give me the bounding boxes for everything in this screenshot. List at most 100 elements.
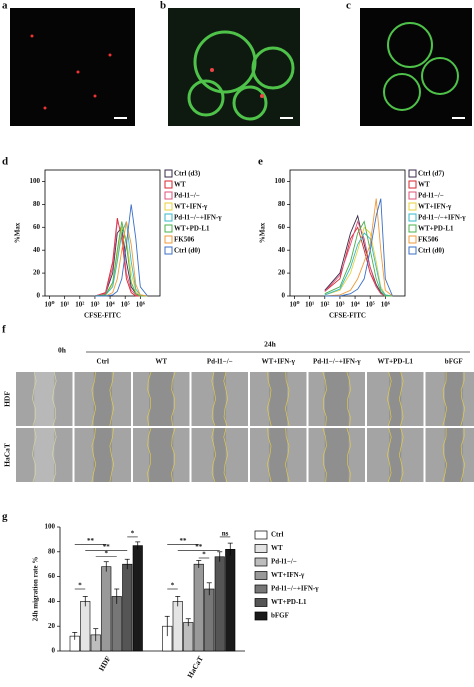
wound-edge [32, 427, 37, 483]
histogram-line [324, 226, 393, 297]
y-tick-label: 80 [48, 547, 56, 555]
column-label: Pd-l1−/−+IFN-γ [313, 358, 361, 366]
legend-swatch [408, 202, 417, 211]
plot-frame [44, 169, 161, 297]
significance-label: ** [180, 537, 188, 545]
legend-swatch [254, 530, 268, 540]
legend-label: Ctrl (d0) [174, 247, 201, 255]
legend-label: Pd-l1−/− [418, 192, 444, 200]
legend-swatch [164, 169, 173, 178]
panel-label: f [2, 324, 6, 336]
wound-edge [52, 371, 57, 427]
wound-gap [324, 428, 349, 482]
legend-label: WT+IFN-γ [174, 203, 208, 211]
y-tick-label: 80 [278, 200, 286, 208]
histogram-line [94, 221, 148, 297]
wound-gap [34, 428, 55, 482]
wound-gap [213, 372, 226, 426]
legend-swatch [164, 213, 173, 222]
error-bar [185, 618, 191, 627]
cell [421, 57, 459, 95]
wound-edge [386, 371, 392, 427]
x-tick-label: HaCaT [185, 654, 205, 679]
cell [387, 22, 433, 68]
wound-edge [266, 371, 272, 427]
scale-bar [280, 117, 293, 119]
histogram-line [94, 204, 148, 297]
legend-label: Pd-l1−/−+IFN-γ [271, 585, 319, 593]
cell [383, 73, 421, 111]
significance-label: ** [87, 537, 95, 545]
y-tick-label: 40 [278, 246, 286, 254]
bar [225, 549, 236, 652]
bar [111, 596, 122, 652]
wound-edge [211, 427, 216, 483]
time-label: 24h [264, 340, 277, 349]
column-label: WT+IFN-γ [262, 358, 296, 366]
wound-edge [442, 427, 447, 483]
wound-gap [93, 372, 112, 426]
wound-edge [32, 371, 37, 427]
histogram-line [324, 198, 393, 297]
legend-label: WT+PD-L1 [174, 225, 210, 233]
y-tick-label: 20 [33, 269, 41, 277]
wound-gap [269, 428, 288, 482]
y-tick-label: 100 [275, 177, 286, 185]
legend-swatch [408, 224, 417, 233]
histogram-line [324, 220, 393, 297]
panel-label: d [2, 156, 8, 168]
error-bar [72, 632, 78, 640]
wound-edge [211, 371, 216, 427]
x-tick-label: 10⁴ [351, 301, 361, 309]
column-label: Pd-l1−/− [207, 358, 233, 366]
legend-label: bFGF [271, 612, 289, 620]
legend-swatch [164, 202, 173, 211]
dot [260, 94, 264, 98]
plot-frame [289, 169, 406, 297]
y-tick-label: 100 [30, 177, 41, 185]
error-bar [227, 542, 233, 556]
wound-edge [398, 427, 404, 483]
legend-swatch [408, 246, 417, 255]
wound-edge [346, 371, 351, 427]
wound-gap [269, 372, 288, 426]
wound-edge [223, 371, 228, 427]
wound-gap [444, 372, 463, 426]
micrographs [10, 8, 472, 126]
y-tick-label: 0 [282, 292, 286, 300]
x-tick-label: 10³ [335, 301, 344, 309]
significance-label: * [131, 530, 135, 538]
bar [80, 601, 91, 652]
significance-label: * [202, 551, 206, 559]
legend-swatch [254, 584, 268, 594]
y-tick-label: 0 [52, 647, 56, 655]
error-bar [114, 588, 120, 604]
legend-label: FK506 [418, 236, 439, 244]
wound-edge [223, 427, 228, 483]
y-tick-label: 80 [33, 200, 41, 208]
scale-bar [114, 117, 127, 119]
y-axis-label: %Max [259, 222, 267, 243]
legend-label: Pd-l1−/−+IFN-γ [174, 214, 222, 222]
dot [93, 94, 97, 98]
wound-edge [171, 427, 176, 483]
error-bar [103, 561, 109, 572]
wound-edge [147, 371, 152, 427]
error-bar [124, 558, 130, 570]
wound-gap [389, 428, 402, 482]
y-tick-label: 60 [278, 223, 286, 231]
legend-swatch [408, 235, 417, 244]
wound-gap [149, 372, 174, 426]
wound-edge [91, 371, 97, 427]
x-tick-label: 10¹ [60, 301, 69, 309]
y-axis-label: 24h migration rate % [32, 557, 40, 622]
wound-edge [460, 371, 465, 427]
legend-swatch [164, 246, 173, 255]
error-bar [82, 596, 88, 607]
wound-gap [213, 428, 226, 482]
legend-label: WT+IFN-γ [418, 203, 452, 211]
dot [43, 106, 47, 110]
wound-edge [442, 371, 447, 427]
panel-label: e [258, 156, 263, 168]
error-bar [164, 615, 170, 637]
